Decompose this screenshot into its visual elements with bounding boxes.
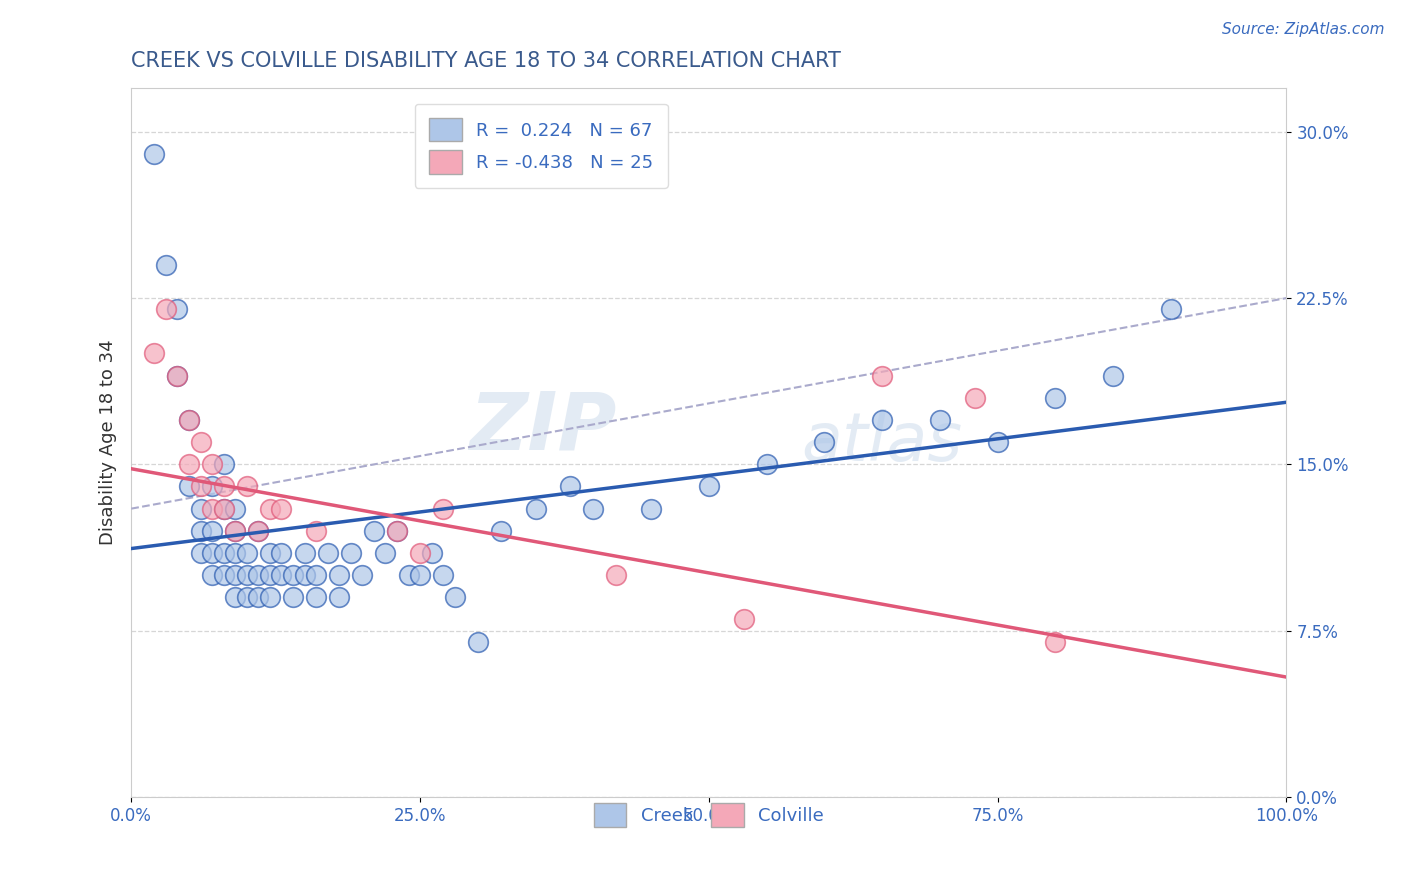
Point [143,147,166,161]
Point [582,501,605,516]
Point [398,568,420,582]
Point [560,479,582,493]
Point [201,501,224,516]
Point [374,546,396,560]
Point [294,568,316,582]
Point [212,568,235,582]
Point [963,391,986,405]
Point [247,524,270,538]
Point [281,568,304,582]
Point [224,524,246,538]
Point [143,346,166,360]
Point [305,524,328,538]
Text: atlas: atlas [801,409,962,475]
Point [212,501,235,516]
Point [166,302,188,317]
Point [443,591,465,605]
Point [1102,368,1125,383]
Point [166,368,188,383]
Point [409,568,432,582]
Point [385,524,408,538]
Point [467,634,489,648]
Point [813,435,835,450]
Point [201,479,224,493]
Point [352,568,374,582]
Point [212,458,235,472]
Point [640,501,662,516]
Point [870,368,893,383]
Point [305,568,328,582]
Point [328,591,350,605]
Point [236,591,259,605]
Point [281,591,304,605]
Point [1045,634,1067,648]
Point [201,458,224,472]
Point [247,591,270,605]
Point [363,524,385,538]
Point [270,501,292,516]
Point [166,368,188,383]
Point [270,546,292,560]
Point [432,501,454,516]
Point [870,413,893,427]
Point [201,568,224,582]
Point [259,591,281,605]
Point [190,479,212,493]
Point [155,258,177,272]
Point [328,568,350,582]
Point [177,458,200,472]
Legend: Creek, Colville: Creek, Colville [586,797,831,834]
Point [177,413,200,427]
Point [697,479,720,493]
Point [339,546,361,560]
Point [1045,391,1067,405]
Point [224,546,246,560]
Point [155,302,177,317]
Point [524,501,547,516]
Point [236,568,259,582]
Point [733,612,755,626]
Point [177,479,200,493]
Point [755,458,778,472]
Point [305,591,328,605]
Point [259,546,281,560]
Point [247,524,270,538]
Point [190,546,212,560]
Point [987,435,1010,450]
Point [928,413,950,427]
Point [224,501,246,516]
Point [224,591,246,605]
Y-axis label: Disability Age 18 to 34: Disability Age 18 to 34 [100,339,117,545]
Point [294,546,316,560]
Point [316,546,339,560]
Point [224,524,246,538]
Point [236,479,259,493]
Point [409,546,432,560]
Point [190,501,212,516]
Point [489,524,512,538]
Point [212,479,235,493]
Text: Source: ZipAtlas.com: Source: ZipAtlas.com [1222,22,1385,37]
Point [212,546,235,560]
Point [201,524,224,538]
Point [259,501,281,516]
Point [190,524,212,538]
Point [236,546,259,560]
Point [432,568,454,582]
Point [605,568,627,582]
Text: ZIP: ZIP [470,389,616,467]
Point [1160,302,1182,317]
Point [385,524,408,538]
Text: CREEK VS COLVILLE DISABILITY AGE 18 TO 34 CORRELATION CHART: CREEK VS COLVILLE DISABILITY AGE 18 TO 3… [131,51,841,70]
Point [259,568,281,582]
Point [212,501,235,516]
Point [270,568,292,582]
Point [177,413,200,427]
Point [190,435,212,450]
Point [224,568,246,582]
Point [247,568,270,582]
Point [201,546,224,560]
Point [420,546,443,560]
